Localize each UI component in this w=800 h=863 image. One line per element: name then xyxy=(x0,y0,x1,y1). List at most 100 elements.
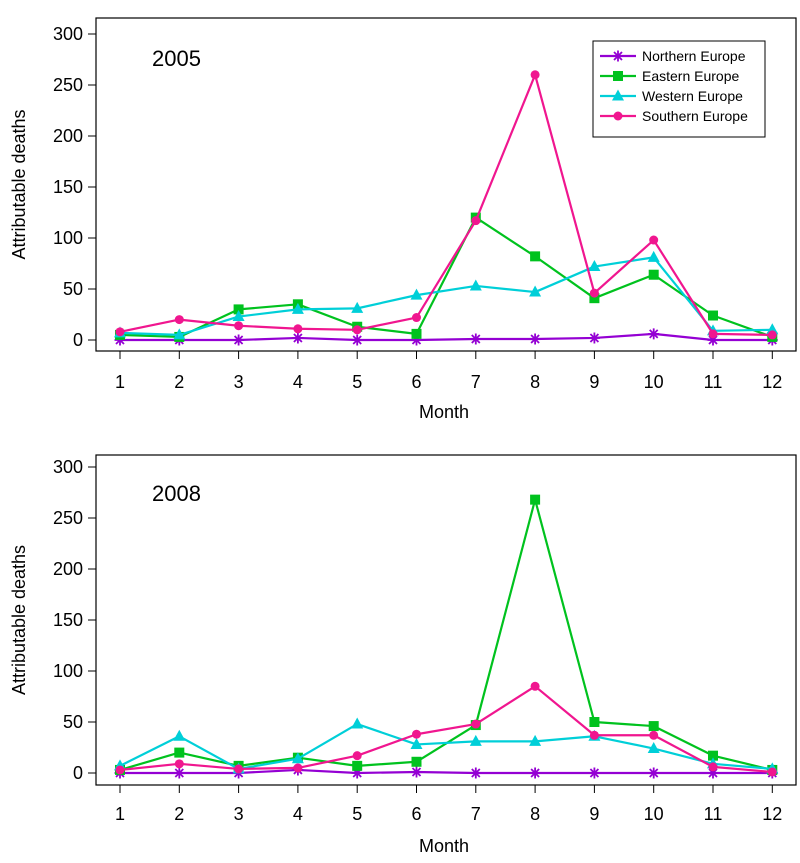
data-point xyxy=(352,325,362,335)
y-tick-label: 300 xyxy=(53,457,83,477)
data-point xyxy=(173,767,185,779)
y-tick-label: 150 xyxy=(53,177,83,197)
data-point xyxy=(589,288,599,298)
data-point xyxy=(647,742,660,754)
data-point xyxy=(470,767,482,779)
data-point xyxy=(351,717,364,729)
series-northern-europe xyxy=(114,328,778,346)
x-tick-label: 9 xyxy=(589,804,599,824)
data-point xyxy=(291,302,304,314)
data-point xyxy=(588,332,600,344)
data-point xyxy=(648,767,660,779)
y-tick-label: 100 xyxy=(53,228,83,248)
data-point xyxy=(588,260,601,272)
legend-marker xyxy=(613,71,623,81)
data-point xyxy=(529,285,542,297)
data-point xyxy=(351,301,364,313)
data-point xyxy=(469,279,482,291)
data-point xyxy=(351,767,363,779)
legend-marker xyxy=(612,50,624,62)
data-point xyxy=(708,750,718,761)
x-tick-label: 4 xyxy=(293,372,303,392)
x-tick-label: 1 xyxy=(115,804,125,824)
data-point xyxy=(351,334,363,346)
data-point xyxy=(352,760,363,771)
y-tick-label: 300 xyxy=(53,24,83,44)
x-tick-label: 9 xyxy=(589,372,599,392)
data-point xyxy=(233,304,244,315)
data-point xyxy=(292,332,304,344)
data-point xyxy=(469,734,482,746)
legend-label: Northern Europe xyxy=(642,48,746,64)
y-tick-label: 0 xyxy=(73,763,83,783)
series-southern-europe xyxy=(115,681,777,777)
data-point xyxy=(410,288,423,300)
x-tick-label: 8 xyxy=(530,372,540,392)
x-tick-label: 12 xyxy=(762,804,782,824)
data-point xyxy=(291,752,304,764)
y-axis-title: Attributable deaths xyxy=(9,545,29,695)
series-line xyxy=(119,685,773,774)
x-axis-title: Month xyxy=(419,402,469,422)
data-point xyxy=(767,330,777,340)
data-point xyxy=(115,765,125,775)
data-point xyxy=(589,293,600,304)
data-point xyxy=(708,310,718,321)
legend-label: Southern Europe xyxy=(642,108,748,124)
series-line xyxy=(119,216,773,339)
data-point xyxy=(174,759,184,769)
x-tick-label: 2 xyxy=(174,372,184,392)
data-point xyxy=(234,764,244,774)
data-point xyxy=(233,334,245,346)
data-point xyxy=(589,730,599,740)
data-point xyxy=(234,321,244,331)
data-point xyxy=(232,310,245,322)
x-tick-label: 2 xyxy=(174,804,184,824)
data-point xyxy=(530,251,541,262)
x-tick-label: 11 xyxy=(704,804,723,824)
data-point xyxy=(529,767,541,779)
data-point xyxy=(115,327,125,337)
data-point xyxy=(530,70,540,80)
y-tick-label: 250 xyxy=(53,508,83,528)
data-point xyxy=(410,737,423,749)
data-point xyxy=(647,250,660,262)
data-point xyxy=(174,315,184,325)
x-tick-label: 3 xyxy=(234,372,244,392)
series-line xyxy=(120,768,773,775)
x-tick-label: 4 xyxy=(293,804,303,824)
data-point xyxy=(412,729,421,739)
x-tick-label: 8 xyxy=(530,804,540,824)
data-point xyxy=(470,333,482,345)
y-tick-label: 150 xyxy=(53,610,83,630)
data-point xyxy=(707,767,719,779)
legend-marker xyxy=(613,111,623,121)
data-point xyxy=(648,269,659,280)
legend: Northern Europe Eastern Europe Western Eur… xyxy=(592,40,766,138)
x-tick-label: 5 xyxy=(352,804,362,824)
x-tick-label: 7 xyxy=(471,804,481,824)
x-tick-label: 6 xyxy=(411,372,421,392)
data-point xyxy=(412,313,421,323)
x-tick-label: 12 xyxy=(762,372,782,392)
x-tick-label: 3 xyxy=(234,804,244,824)
data-point xyxy=(411,334,422,346)
y-tick-label: 250 xyxy=(53,75,83,95)
data-point xyxy=(411,756,422,767)
data-point xyxy=(767,767,777,777)
series-eastern-europe xyxy=(115,494,778,775)
series-western-europe xyxy=(114,717,779,774)
data-point xyxy=(648,721,659,732)
data-point xyxy=(411,328,422,339)
data-point xyxy=(293,763,303,773)
panel-year-label: 2005 xyxy=(152,46,201,71)
data-point xyxy=(708,762,718,772)
data-point xyxy=(648,328,660,340)
data-point xyxy=(471,216,481,226)
legend-label: Eastern Europe xyxy=(642,68,739,84)
x-tick-label: 6 xyxy=(411,804,421,824)
legend-label: Western Europe xyxy=(642,88,743,104)
y-tick-label: 50 xyxy=(63,712,83,732)
